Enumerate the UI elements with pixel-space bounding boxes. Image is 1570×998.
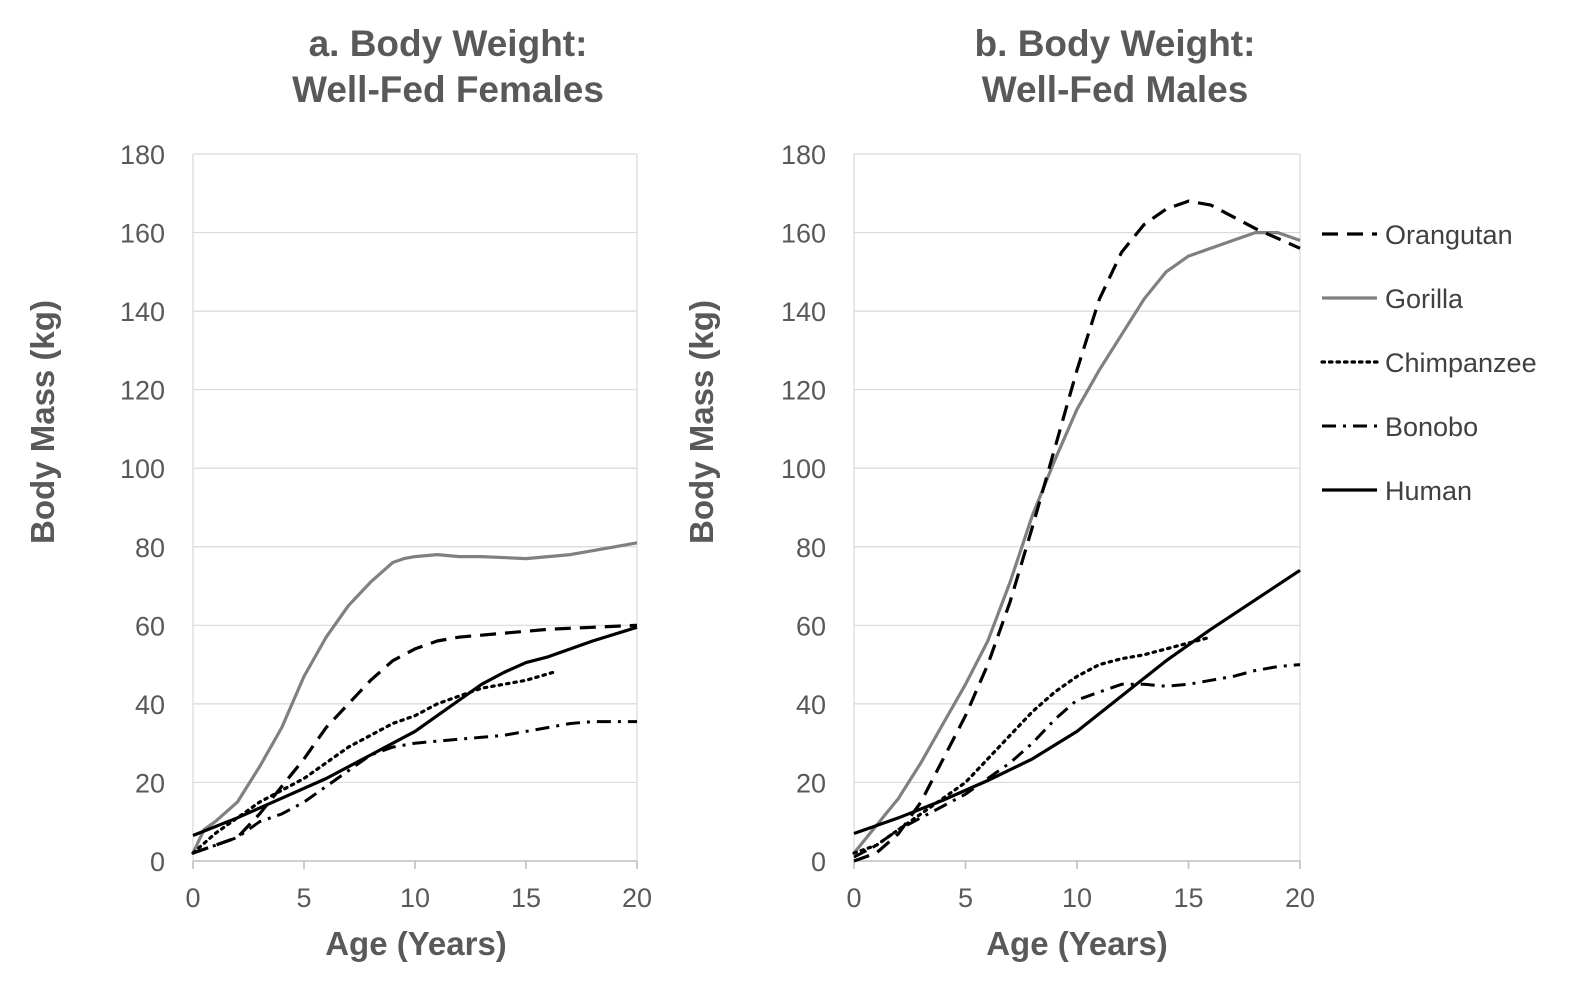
series-line-gorilla xyxy=(852,231,1301,855)
y-tick-label: 160 xyxy=(120,219,165,249)
series-line-orangutan xyxy=(192,623,638,855)
chart-female: a. Body Weight: Well-Fed Females 0 20 40 60… xyxy=(24,23,652,962)
y-tick-label: 0 xyxy=(811,847,826,877)
y-tick-label: 140 xyxy=(120,297,165,327)
series-line-human xyxy=(853,568,1301,836)
y-tick-label: 100 xyxy=(781,454,826,484)
y-axis-title-male: Body Mass (kg) xyxy=(683,300,720,544)
x-tick-label: 10 xyxy=(400,883,430,913)
y-tick-label: 180 xyxy=(781,140,826,170)
y-tick-label: 160 xyxy=(781,219,826,249)
y-tick-label: 80 xyxy=(135,533,165,563)
series-line-gorilla xyxy=(191,541,638,854)
y-tick-label: 120 xyxy=(781,376,826,406)
legend: Orangutan Gorilla Chimpanzee Bonobo Human xyxy=(1320,220,1537,506)
x-tick-label: 10 xyxy=(1062,883,1092,913)
legend-label-gorilla: Gorilla xyxy=(1385,284,1464,314)
chart-male: b. Body Weight: Well-Fed Males 0 20 40 60 80… xyxy=(683,23,1315,962)
legend-label-orangutan: Orangutan xyxy=(1385,220,1513,250)
series-female xyxy=(191,541,638,855)
legend-label-chimpanzee: Chimpanzee xyxy=(1385,348,1537,378)
y-tick-label: 40 xyxy=(796,690,826,720)
x-tick-label: 15 xyxy=(511,883,541,913)
y-tick-label: 20 xyxy=(796,768,826,798)
x-tick-label: 5 xyxy=(958,883,973,913)
chart-title-female-line2: Well-Fed Females xyxy=(292,69,604,110)
legend-label-bonobo: Bonobo xyxy=(1385,412,1478,442)
gridlines-male xyxy=(853,153,1301,869)
x-axis-title-male: Age (Years) xyxy=(986,925,1168,962)
x-tick-label: 0 xyxy=(185,883,200,913)
x-tick-label: 0 xyxy=(846,883,861,913)
y-tick-label: 180 xyxy=(120,140,165,170)
series-line-human xyxy=(192,625,638,837)
legend-label-human: Human xyxy=(1385,476,1472,506)
series-line-orangutan xyxy=(853,199,1301,863)
series-line-bonobo xyxy=(853,663,1301,859)
y-tick-label: 140 xyxy=(781,297,826,327)
x-tick-label: 15 xyxy=(1173,883,1203,913)
x-tick-label: 20 xyxy=(622,883,652,913)
series-line-bonobo xyxy=(192,720,637,855)
y-tick-label: 100 xyxy=(120,454,165,484)
y-axis-title-female: Body Mass (kg) xyxy=(24,300,61,544)
y-ticks-female: 0 20 40 60 80 100 120 140 160 180 xyxy=(120,140,165,877)
chart-title-male-line2: Well-Fed Males xyxy=(982,69,1249,110)
x-tick-label: 20 xyxy=(1285,883,1315,913)
x-ticks-male: 0 5 10 15 20 xyxy=(846,883,1315,913)
x-ticks-female: 0 5 10 15 20 xyxy=(185,883,652,913)
y-tick-label: 80 xyxy=(796,533,826,563)
series-line-chimpanzee xyxy=(852,635,1213,855)
y-tick-label: 20 xyxy=(135,768,165,798)
y-ticks-male: 0 20 40 60 80 100 120 140 160 180 xyxy=(781,140,826,877)
series-male xyxy=(852,199,1301,863)
y-tick-label: 60 xyxy=(135,611,165,641)
y-tick-label: 120 xyxy=(120,376,165,406)
y-tick-label: 0 xyxy=(150,847,165,877)
x-axis-title-female: Age (Years) xyxy=(325,925,507,962)
y-tick-label: 40 xyxy=(135,690,165,720)
y-tick-label: 60 xyxy=(796,611,826,641)
chart-title-male-line1: b. Body Weight: xyxy=(975,23,1256,64)
series-line-chimpanzee xyxy=(191,670,555,855)
x-tick-label: 5 xyxy=(296,883,311,913)
chart-title-female-line1: a. Body Weight: xyxy=(309,23,588,64)
gridlines-female xyxy=(192,153,638,869)
